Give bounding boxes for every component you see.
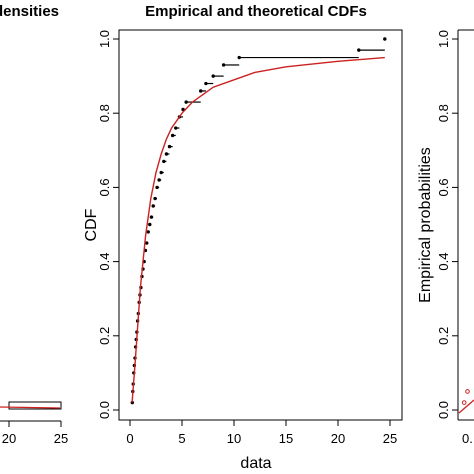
pp-y-tick-label: 1.0 <box>436 30 451 48</box>
density-panel: densities 20 25 <box>0 3 68 446</box>
cdf-empirical-series <box>130 37 387 405</box>
cdf-y-tick-label: 0.4 <box>97 253 112 271</box>
pp-y-tick-label: 0.2 <box>436 327 451 345</box>
pp-reference-line <box>458 399 474 414</box>
cdf-x-tick-label: 15 <box>279 431 293 446</box>
cdf-empirical-point <box>162 159 166 164</box>
cdf-empirical-point <box>145 241 149 245</box>
density-histogram-bar <box>8 401 62 410</box>
cdf-theoretical-curve <box>131 56 385 403</box>
cdf-x-tick-label: 0 <box>126 431 133 446</box>
cdf-y-tick-label: 1.0 <box>97 30 112 48</box>
cdf-empirical-point <box>204 81 208 86</box>
pp-point <box>461 400 467 405</box>
cdf-x-tick-label: 20 <box>331 431 345 446</box>
cdf-empirical-point <box>167 144 172 149</box>
pp-panel: 0.0 0.2 0.4 0.6 0.8 1.0 0. Empirical probabil… <box>417 29 474 446</box>
cdf-empirical-point <box>146 230 150 234</box>
density-x-tick-label: 25 <box>54 431 68 446</box>
cdf-empirical-point <box>148 222 152 227</box>
cdf-empirical-point <box>184 100 188 104</box>
cdf-empirical-point <box>155 185 159 190</box>
pp-points <box>461 389 470 405</box>
pp-y-tick-label: 0.6 <box>436 178 451 196</box>
cdf-x-tick-label: 10 <box>227 431 241 446</box>
cdf-empirical-point <box>221 63 226 67</box>
density-panel-title: densities <box>0 3 59 20</box>
density-x-tick-label: 20 <box>2 431 16 446</box>
cdf-empirical-point <box>383 37 387 41</box>
cdf-x-tick-label: 25 <box>383 431 397 446</box>
pp-point <box>465 389 470 394</box>
cdf-x-axis: 0 5 10 15 20 25 <box>126 420 397 446</box>
cdf-y-axis: 0.0 0.2 0.4 0.6 0.8 1.0 <box>97 30 119 419</box>
cdf-empirical-point <box>151 204 155 208</box>
cdf-empirical-point <box>357 48 361 52</box>
density-fitted-curve <box>0 406 61 409</box>
cdf-x-axis-label: data <box>240 455 271 472</box>
pp-y-axis: 0.0 0.2 0.4 0.6 0.8 1.0 <box>436 30 458 419</box>
cdf-y-tick-label: 0.8 <box>97 104 112 122</box>
cdf-empirical-point <box>237 55 241 60</box>
cdf-empirical-point <box>159 170 163 175</box>
cdf-empirical-point <box>157 178 161 182</box>
cdf-panel-title: Empirical and theoretical CDFs <box>145 3 367 20</box>
cdf-y-axis-label: CDF <box>83 208 100 241</box>
cdf-plot-box <box>118 29 403 421</box>
cdf-y-tick-label: 0.2 <box>97 327 112 345</box>
pp-x-tick-label: 0. <box>462 431 473 446</box>
pp-y-tick-label: 0.8 <box>436 104 451 122</box>
cdf-empirical-point <box>153 196 157 201</box>
pp-y-tick-label: 0.0 <box>436 401 451 419</box>
cdf-panel: Empirical and theoretical CDFs 0.0 0.2 0.4… <box>83 3 403 472</box>
cdf-empirical-point <box>170 133 175 138</box>
cdf-empirical-point <box>211 74 215 78</box>
cdf-y-tick-label: 0.0 <box>97 401 112 419</box>
cdf-y-tick-label: 0.6 <box>97 178 112 196</box>
cdf-empirical-point <box>164 152 169 156</box>
pp-y-axis-label: Empirical probabilities <box>417 147 434 303</box>
cdf-empirical-point <box>199 89 203 93</box>
cdf-empirical-point <box>174 126 178 130</box>
cdf-empirical-point <box>149 215 154 219</box>
cdf-x-tick-label: 5 <box>178 431 185 446</box>
pp-y-tick-label: 0.4 <box>436 253 451 271</box>
